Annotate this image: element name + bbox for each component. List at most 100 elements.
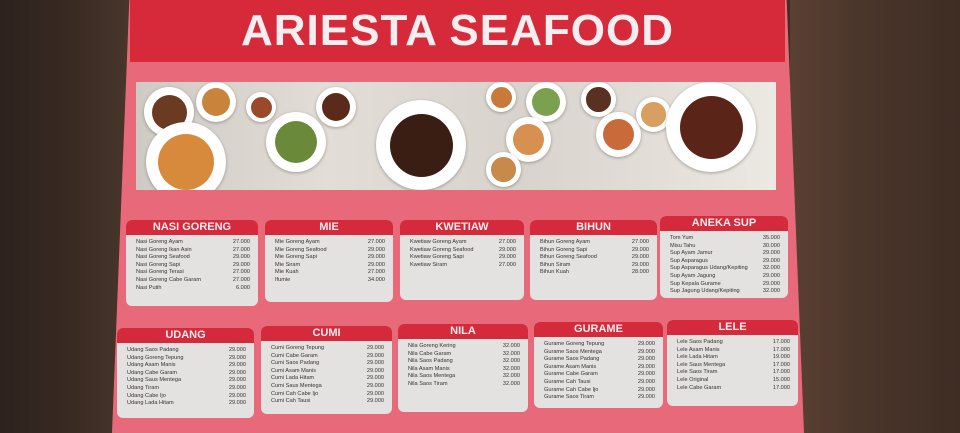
- menu-item: Bihun Kuah 28.000: [540, 269, 649, 277]
- item-price: 35.000: [762, 235, 780, 241]
- item-price: 29.000: [631, 254, 649, 261]
- menu-item: Nila Goreng Kering 32.000: [408, 343, 520, 351]
- food-dish-image: [316, 87, 356, 127]
- section-heading: BIHUN: [530, 220, 657, 235]
- item-price: 32.000: [762, 288, 780, 295]
- item-name: Gurame Cabe Garam: [544, 371, 598, 378]
- item-name: Lele Cabe Garam: [677, 384, 722, 391]
- item-price: 28.000: [631, 269, 649, 276]
- item-name: Nasi Goreng Sapi: [136, 261, 181, 268]
- item-price: 6.000: [236, 284, 250, 291]
- section-heading: GURAME: [534, 322, 663, 337]
- menu-item: Cumi Saos Padang 29.000: [271, 360, 384, 368]
- section-heading: KWETIAW: [400, 220, 524, 235]
- item-name: Nasi Goreng Seafood: [136, 254, 190, 261]
- menu-section-aneka-sup: ANEKA SUP Tom Yum 35.000 Misu Tahu 30.000 Sup…: [660, 216, 788, 298]
- item-name: Cumi Goreng Tepung: [271, 345, 325, 351]
- menu-item: Nila Saos Mentega 32.000: [408, 373, 520, 381]
- item-price: 17.000: [772, 361, 790, 368]
- item-price: 32.000: [502, 365, 520, 372]
- item-name: Cumi Cah Tausi: [271, 398, 311, 405]
- item-price: 29.000: [228, 362, 246, 369]
- menu-item: Sup Asparagus Udang/Kepiting 32.000: [670, 265, 780, 273]
- food-dish-image: [196, 82, 236, 122]
- item-price: 17.000: [772, 339, 790, 345]
- item-price: 29.000: [637, 378, 655, 385]
- item-name: Lele Asam Manis: [677, 346, 720, 353]
- menu-item: Gurame Cabe Garam 29.000: [544, 371, 655, 379]
- item-price: 29.000: [228, 369, 246, 376]
- item-price: 34.000: [367, 276, 385, 283]
- item-price: 32.000: [502, 343, 520, 349]
- item-name: Udang Cabe Garam: [127, 369, 178, 376]
- menu-item: Udang Goreng Tepung 29.000: [127, 355, 246, 363]
- menu-section-mie: MIE Mie Goreng Ayam 27.000 Mie Goreng Seafo…: [265, 220, 393, 302]
- section-heading: ANEKA SUP: [660, 216, 788, 231]
- menu-item: Bihun Goreng Ayam 27.000: [540, 239, 649, 247]
- item-name: Mie Siram: [275, 261, 301, 268]
- menu-item: Nasi Putih 6.000: [136, 285, 250, 293]
- menu-item: Lele Saos Padang 17.000: [677, 339, 790, 347]
- item-price: 29.000: [498, 254, 516, 261]
- menu-section-bihun: BIHUN Bihun Goreng Ayam 27.000 Bihun Goreng…: [530, 220, 657, 300]
- section-heading: UDANG: [117, 328, 254, 343]
- item-name: Gurame Saos Mentega: [544, 348, 602, 355]
- item-price: 29.000: [637, 386, 655, 393]
- menu-item: Bihun Siram 29.000: [540, 262, 649, 270]
- section-heading: CUMI: [261, 326, 392, 341]
- item-price: 27.000: [498, 239, 516, 245]
- item-name: Gurame Cah Cabe Ijo: [544, 386, 599, 393]
- menu-item: Sup Kepala Gurame 29.000: [670, 281, 780, 289]
- item-price: 32.000: [502, 380, 520, 387]
- item-name: Nila Saos Tiram: [408, 380, 448, 387]
- item-price: 29.000: [228, 384, 246, 391]
- item-price: 29.000: [762, 257, 780, 264]
- menu-item: Udang Cabe Garam 29.000: [127, 370, 246, 378]
- food-dish-image: [146, 122, 226, 190]
- item-price: 27.000: [631, 239, 649, 245]
- menu-item: Nasi Goreng Terasi 27.000: [136, 269, 250, 277]
- item-name: Nila Goreng Kering: [408, 343, 456, 349]
- item-price: 29.000: [637, 341, 655, 347]
- menu-item: Ifumie 34.000: [275, 277, 385, 285]
- item-price: 17.000: [772, 384, 790, 391]
- item-price: 29.000: [228, 354, 246, 361]
- item-name: Lele Saus Mentega: [677, 361, 726, 368]
- item-price: 27.000: [232, 239, 250, 245]
- menu-item: Mie Goreng Ayam 27.000: [275, 239, 385, 247]
- item-price: 27.000: [232, 269, 250, 276]
- item-price: 17.000: [772, 346, 790, 353]
- item-name: Kwetiaw Goreng Seafood: [410, 246, 474, 253]
- menu-item: Lele Lada Hitam 19.000: [677, 354, 790, 362]
- menu-item: Gurame Cah Tausi 29.000: [544, 379, 655, 387]
- item-name: Mie Goreng Ayam: [275, 239, 320, 245]
- item-name: Lele Original: [677, 376, 709, 383]
- item-price: 27.000: [232, 276, 250, 283]
- menu-section-lele: LELE Lele Saos Padang 17.000 Lele Asam Mani…: [667, 320, 798, 406]
- menu-item: Lele Original 15.000: [677, 377, 790, 385]
- menu-item: Nasi Goreng Seafood 29.000: [136, 254, 250, 262]
- item-price: 29.000: [366, 345, 384, 351]
- item-price: 17.000: [772, 369, 790, 376]
- item-name: Mie Goreng Sapi: [275, 254, 317, 261]
- item-price: 29.000: [232, 261, 250, 268]
- item-name: Udang Lada Hitam: [127, 400, 174, 407]
- item-name: Kwetiaw Goreng Sapi: [410, 254, 464, 261]
- menu-section-nila: NILA Nila Goreng Kering 32.000 Nila Cabe Ga…: [398, 324, 528, 412]
- menu-item: Tom Yum 35.000: [670, 235, 780, 243]
- menu-item: Udang Saus Mentega 29.000: [127, 377, 246, 385]
- section-heading: NILA: [398, 324, 528, 339]
- menu-item: Cumi Lada Hitam 29.000: [271, 375, 384, 383]
- item-name: Lele Saos Tiram: [677, 369, 718, 376]
- item-name: Mie Goreng Seafood: [275, 246, 327, 253]
- menu-item: Bihun Goreng Seafood 29.000: [540, 254, 649, 262]
- item-price: 29.000: [762, 250, 780, 257]
- menu-item: Nasi Goreng Sapi 29.000: [136, 262, 250, 270]
- menu-item: Kwetiaw Goreng Seafood 29.000: [410, 247, 516, 255]
- item-name: Sup Ayam Jamur: [670, 250, 713, 257]
- item-name: Gurame Saos Padang: [544, 356, 600, 363]
- menu-item: Nasi Goreng Cabe Garam 27.000: [136, 277, 250, 285]
- menu-item: Gurame Asam Manis 29.000: [544, 364, 655, 372]
- item-price: 27.000: [367, 239, 385, 245]
- item-price: 27.000: [498, 261, 516, 268]
